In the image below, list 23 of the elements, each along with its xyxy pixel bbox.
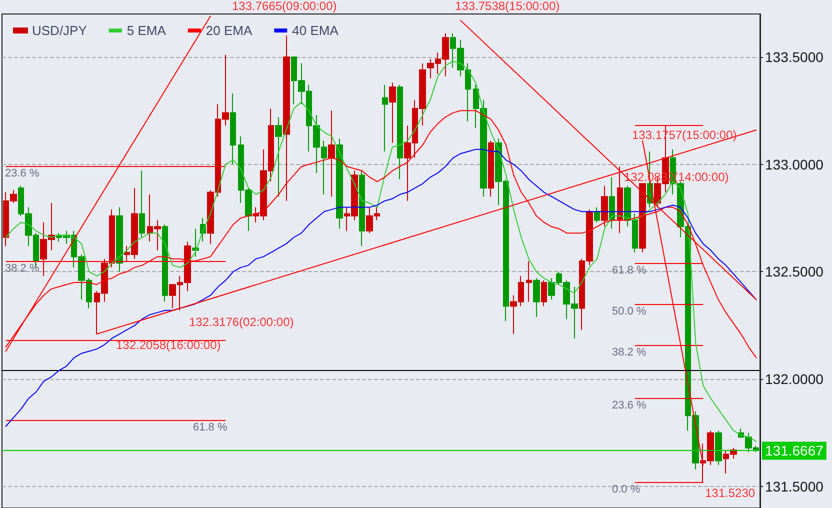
- y-tick-label: 132.5000: [765, 264, 824, 280]
- text: 133.7665(09:00:00): [232, 0, 337, 13]
- legend-label: USD/JPY: [32, 23, 88, 38]
- annotation: 38.2 %: [612, 346, 646, 358]
- annotation: 61.8 %: [193, 422, 228, 434]
- legend-label: 20 EMA: [206, 23, 252, 38]
- y-tick-label: 133.5000: [765, 48, 824, 65]
- annotation: 131.5230: [705, 486, 756, 500]
- annotation: 23.6 %: [5, 168, 40, 180]
- annotation: 23.6 %: [612, 400, 646, 412]
- y-tick-label: 132.0000: [765, 371, 824, 388]
- annotation: 38.2 %: [5, 262, 40, 274]
- legend-label: 5 EMA: [126, 23, 166, 38]
- annotation: 50.0 %: [612, 306, 646, 318]
- annotation: 132.2058(16:00:00): [116, 338, 221, 352]
- annotation: 61.8 %: [612, 264, 646, 276]
- annotation: 132.3176(02:00:00): [189, 315, 294, 329]
- y-tick-label: 133.0000: [765, 156, 824, 172]
- y-tick-label: 131.5000: [765, 478, 824, 495]
- legend-label: 40 EMA: [292, 23, 339, 38]
- ref-line-label: 131.6667: [765, 442, 824, 459]
- text: 133.7538(15:00:00): [455, 0, 560, 13]
- annotation: 0.0 %: [612, 484, 640, 496]
